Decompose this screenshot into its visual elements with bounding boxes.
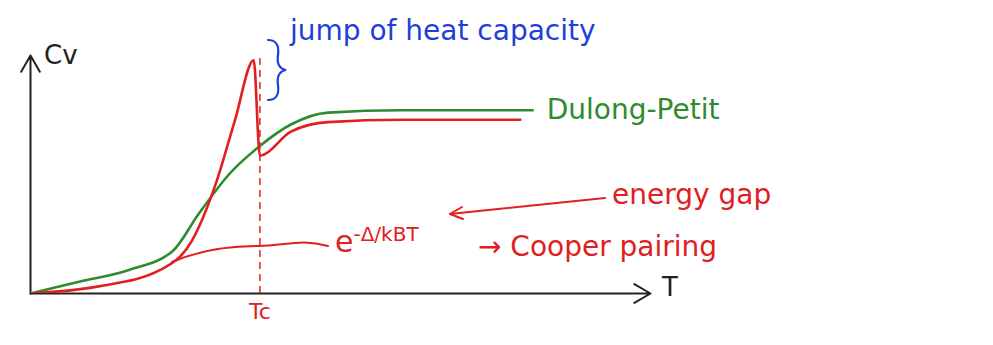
html-text:energy gap: energy gap [612, 178, 772, 211]
html-text:T: T [662, 272, 678, 302]
html-text:Cv: Cv [44, 40, 78, 70]
svg-text:Tc: Tc [248, 299, 271, 324]
html-text:jump of heat capacity: jump of heat capacity [290, 14, 596, 47]
svg-text:Dulong-Petit: Dulong-Petit [547, 93, 720, 126]
html-text:e-Δ/kBT: e-Δ/kBT [335, 222, 419, 259]
html-text:→ Cooper pairing: → Cooper pairing [478, 230, 718, 263]
